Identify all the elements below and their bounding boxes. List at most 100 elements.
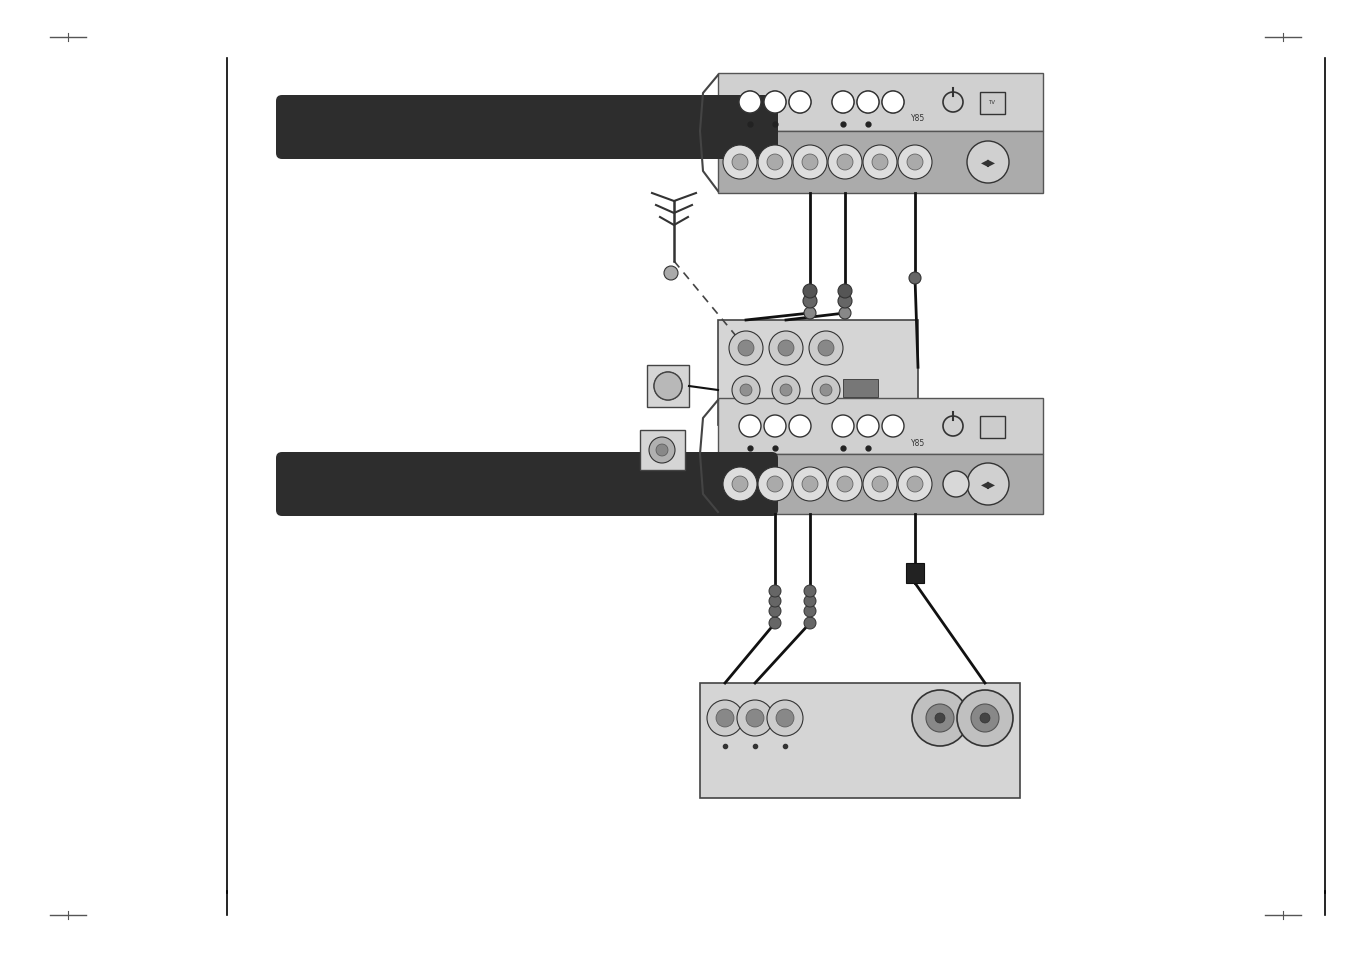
Circle shape bbox=[838, 285, 852, 298]
Circle shape bbox=[820, 385, 832, 396]
Circle shape bbox=[828, 468, 862, 501]
Circle shape bbox=[967, 142, 1009, 184]
Circle shape bbox=[882, 91, 904, 113]
Circle shape bbox=[775, 709, 794, 727]
Circle shape bbox=[739, 416, 761, 437]
Circle shape bbox=[838, 476, 852, 493]
Circle shape bbox=[738, 340, 754, 356]
Circle shape bbox=[912, 690, 969, 746]
Circle shape bbox=[979, 713, 990, 723]
Bar bbox=[717, 398, 1043, 455]
Bar bbox=[717, 74, 1043, 132]
Bar bbox=[647, 366, 689, 408]
Circle shape bbox=[804, 585, 816, 598]
Bar bbox=[979, 416, 1005, 438]
Circle shape bbox=[943, 472, 969, 497]
Circle shape bbox=[732, 376, 761, 405]
Circle shape bbox=[809, 332, 843, 366]
Circle shape bbox=[857, 91, 880, 113]
Circle shape bbox=[882, 91, 904, 113]
Text: ◀▶: ◀▶ bbox=[981, 158, 996, 168]
Circle shape bbox=[746, 709, 765, 727]
Circle shape bbox=[657, 444, 667, 456]
Circle shape bbox=[871, 154, 888, 171]
Circle shape bbox=[909, 273, 921, 285]
Circle shape bbox=[898, 146, 932, 180]
Circle shape bbox=[789, 91, 811, 113]
Circle shape bbox=[838, 154, 852, 171]
Circle shape bbox=[839, 308, 851, 319]
Bar bbox=[640, 431, 685, 471]
Circle shape bbox=[732, 154, 748, 171]
Circle shape bbox=[739, 91, 761, 113]
Circle shape bbox=[765, 91, 786, 113]
Circle shape bbox=[898, 468, 932, 501]
Circle shape bbox=[907, 154, 923, 171]
Bar bbox=[979, 92, 1005, 115]
Circle shape bbox=[758, 468, 792, 501]
Circle shape bbox=[802, 285, 817, 298]
Circle shape bbox=[957, 690, 1013, 746]
Circle shape bbox=[663, 267, 678, 281]
Text: TV: TV bbox=[989, 100, 996, 106]
Circle shape bbox=[654, 373, 682, 400]
Circle shape bbox=[804, 618, 816, 629]
Circle shape bbox=[769, 585, 781, 598]
Circle shape bbox=[832, 416, 854, 437]
Circle shape bbox=[804, 605, 816, 618]
Circle shape bbox=[793, 468, 827, 501]
Circle shape bbox=[738, 700, 773, 737]
Circle shape bbox=[857, 91, 880, 113]
Circle shape bbox=[723, 468, 757, 501]
Text: Y85: Y85 bbox=[911, 438, 925, 448]
Circle shape bbox=[812, 376, 840, 405]
Text: ◀▶: ◀▶ bbox=[981, 479, 996, 490]
Circle shape bbox=[778, 340, 794, 356]
Circle shape bbox=[740, 385, 753, 396]
Circle shape bbox=[935, 713, 944, 723]
Circle shape bbox=[767, 154, 784, 171]
Circle shape bbox=[828, 146, 862, 180]
Bar bbox=[717, 132, 1043, 193]
Circle shape bbox=[817, 340, 834, 356]
Circle shape bbox=[832, 91, 854, 113]
Circle shape bbox=[730, 332, 763, 366]
Bar bbox=[717, 455, 1043, 515]
Circle shape bbox=[767, 476, 784, 493]
Circle shape bbox=[802, 294, 817, 309]
Circle shape bbox=[804, 308, 816, 319]
Circle shape bbox=[857, 416, 880, 437]
Circle shape bbox=[767, 700, 802, 737]
Circle shape bbox=[804, 596, 816, 607]
Circle shape bbox=[769, 618, 781, 629]
Circle shape bbox=[732, 476, 748, 493]
Circle shape bbox=[967, 463, 1009, 505]
FancyBboxPatch shape bbox=[276, 96, 778, 160]
Bar bbox=[907, 563, 924, 583]
Circle shape bbox=[863, 146, 897, 180]
Circle shape bbox=[780, 385, 792, 396]
Bar bbox=[700, 683, 1020, 799]
Circle shape bbox=[832, 91, 854, 113]
Circle shape bbox=[758, 146, 792, 180]
Circle shape bbox=[838, 294, 852, 309]
Circle shape bbox=[789, 91, 811, 113]
Circle shape bbox=[789, 416, 811, 437]
Circle shape bbox=[716, 709, 734, 727]
Circle shape bbox=[882, 416, 904, 437]
Circle shape bbox=[802, 154, 817, 171]
Circle shape bbox=[925, 704, 954, 732]
Bar bbox=[717, 320, 917, 426]
Circle shape bbox=[802, 476, 817, 493]
Circle shape bbox=[793, 146, 827, 180]
Circle shape bbox=[765, 91, 786, 113]
Circle shape bbox=[648, 437, 676, 463]
Circle shape bbox=[771, 376, 800, 405]
FancyBboxPatch shape bbox=[276, 453, 778, 517]
Circle shape bbox=[654, 373, 682, 400]
Circle shape bbox=[739, 91, 761, 113]
Circle shape bbox=[871, 476, 888, 493]
Circle shape bbox=[723, 146, 757, 180]
Text: Y85: Y85 bbox=[911, 113, 925, 123]
Bar bbox=[843, 379, 878, 397]
